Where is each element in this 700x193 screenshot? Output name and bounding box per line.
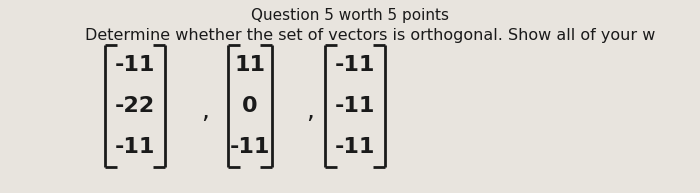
Text: Question 5 worth 5 points: Question 5 worth 5 points (251, 8, 449, 23)
Text: -11: -11 (230, 137, 270, 157)
Text: -11: -11 (115, 55, 155, 75)
Text: 11: 11 (234, 55, 265, 75)
Text: ,: , (201, 99, 209, 123)
Text: Determine whether the set of vectors is orthogonal. Show all of your w: Determine whether the set of vectors is … (85, 28, 655, 43)
Text: -11: -11 (115, 137, 155, 157)
Text: 0: 0 (242, 96, 258, 116)
Text: -11: -11 (335, 137, 375, 157)
Text: -11: -11 (335, 96, 375, 116)
Text: ,: , (306, 99, 314, 123)
Text: -22: -22 (115, 96, 155, 116)
Text: -11: -11 (335, 55, 375, 75)
